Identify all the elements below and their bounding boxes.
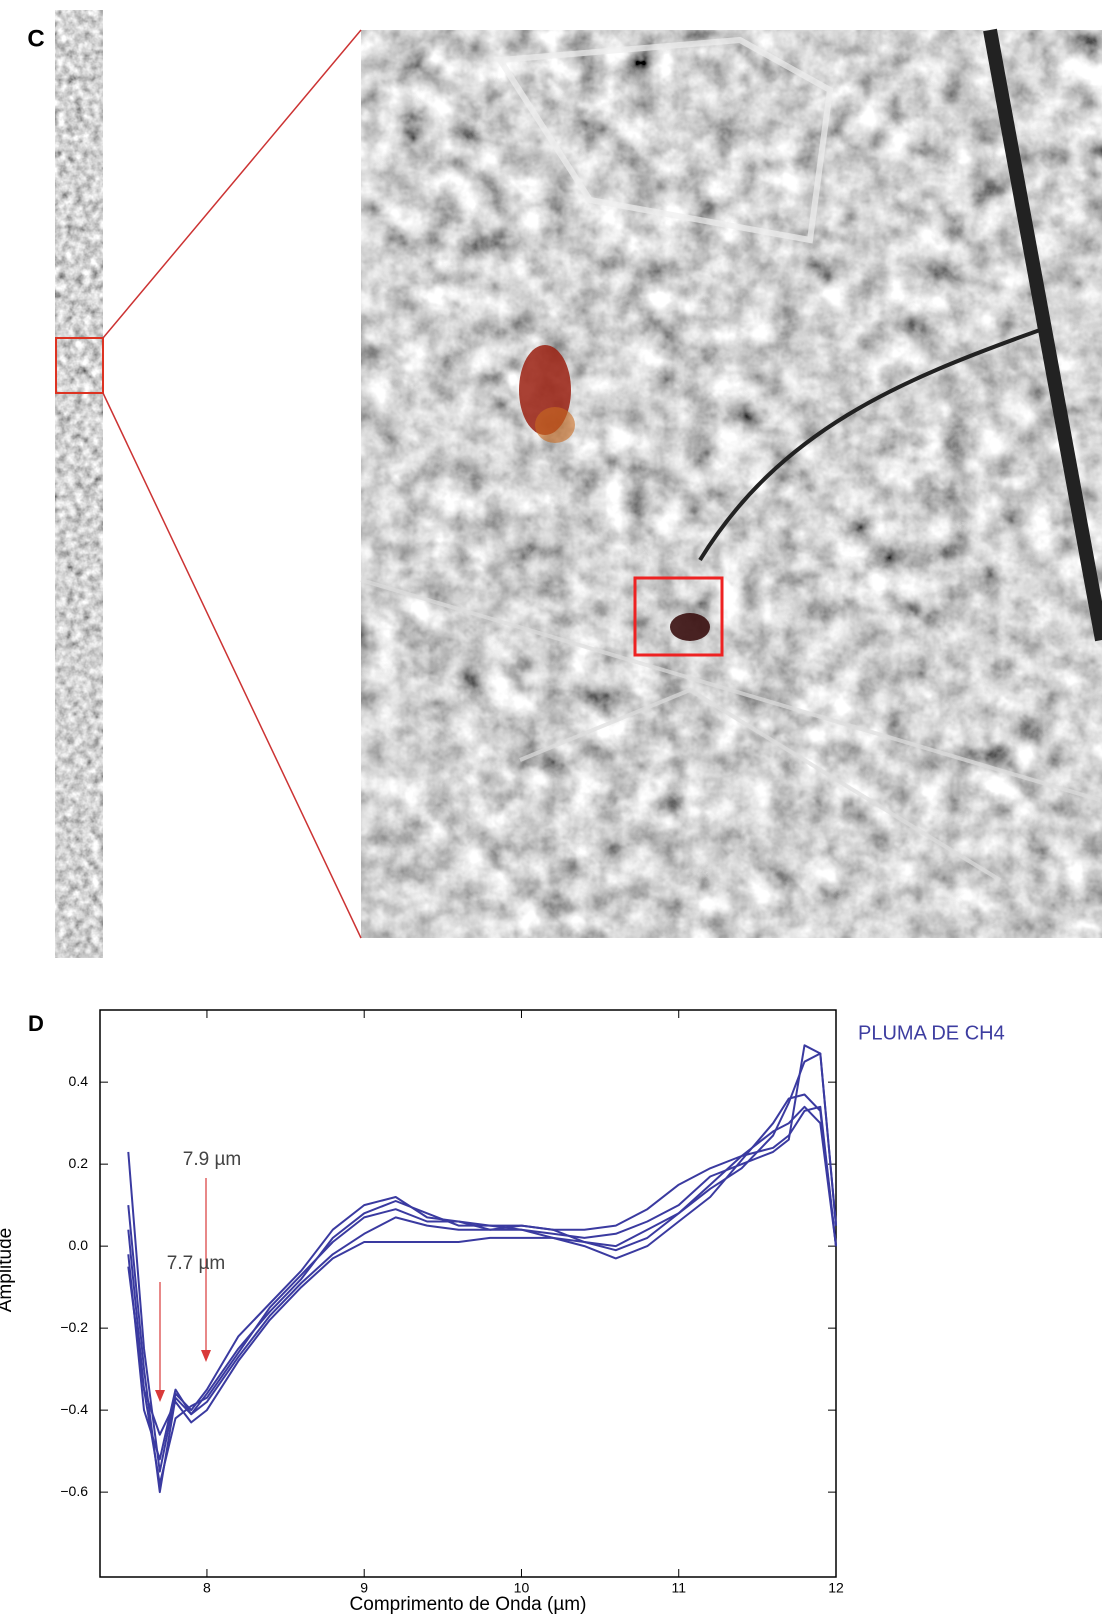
panel-label: C	[27, 25, 44, 52]
y-tick-label: −0.6	[60, 1483, 88, 1499]
plot-frame	[100, 1010, 836, 1577]
y-tick-label: 0.4	[69, 1073, 89, 1089]
panel-label: D	[28, 1011, 44, 1036]
annotation: 7.7 µm	[167, 1253, 225, 1274]
series-line	[128, 1054, 836, 1493]
figure: C D 891011120.40.20.0−0.2−0.4−0.6Comprim…	[0, 0, 1102, 1618]
annotation-arrowhead	[201, 1350, 211, 1362]
series-line	[128, 1045, 836, 1471]
zoom-image	[361, 30, 1102, 938]
plume	[670, 613, 710, 641]
y-tick-label: 0.2	[69, 1155, 89, 1171]
strip-image	[55, 10, 103, 958]
x-axis-label: Comprimento de Onda (µm)	[350, 1594, 587, 1615]
y-tick-label: 0.0	[69, 1237, 89, 1253]
annotation-arrowhead	[155, 1390, 165, 1402]
x-tick-label: 11	[671, 1580, 686, 1596]
x-tick-label: 12	[828, 1580, 844, 1596]
y-axis-label: Amplitude	[0, 1228, 16, 1313]
zoom-line	[103, 30, 361, 338]
legend-label: PLUMA DE CH4	[858, 1022, 1005, 1044]
y-tick-label: −0.2	[60, 1319, 88, 1335]
zoom-line	[103, 393, 361, 938]
x-tick-label: 8	[203, 1580, 211, 1596]
plume	[535, 407, 575, 443]
annotation: 7.9 µm	[183, 1149, 241, 1170]
y-tick-label: −0.4	[60, 1401, 88, 1417]
